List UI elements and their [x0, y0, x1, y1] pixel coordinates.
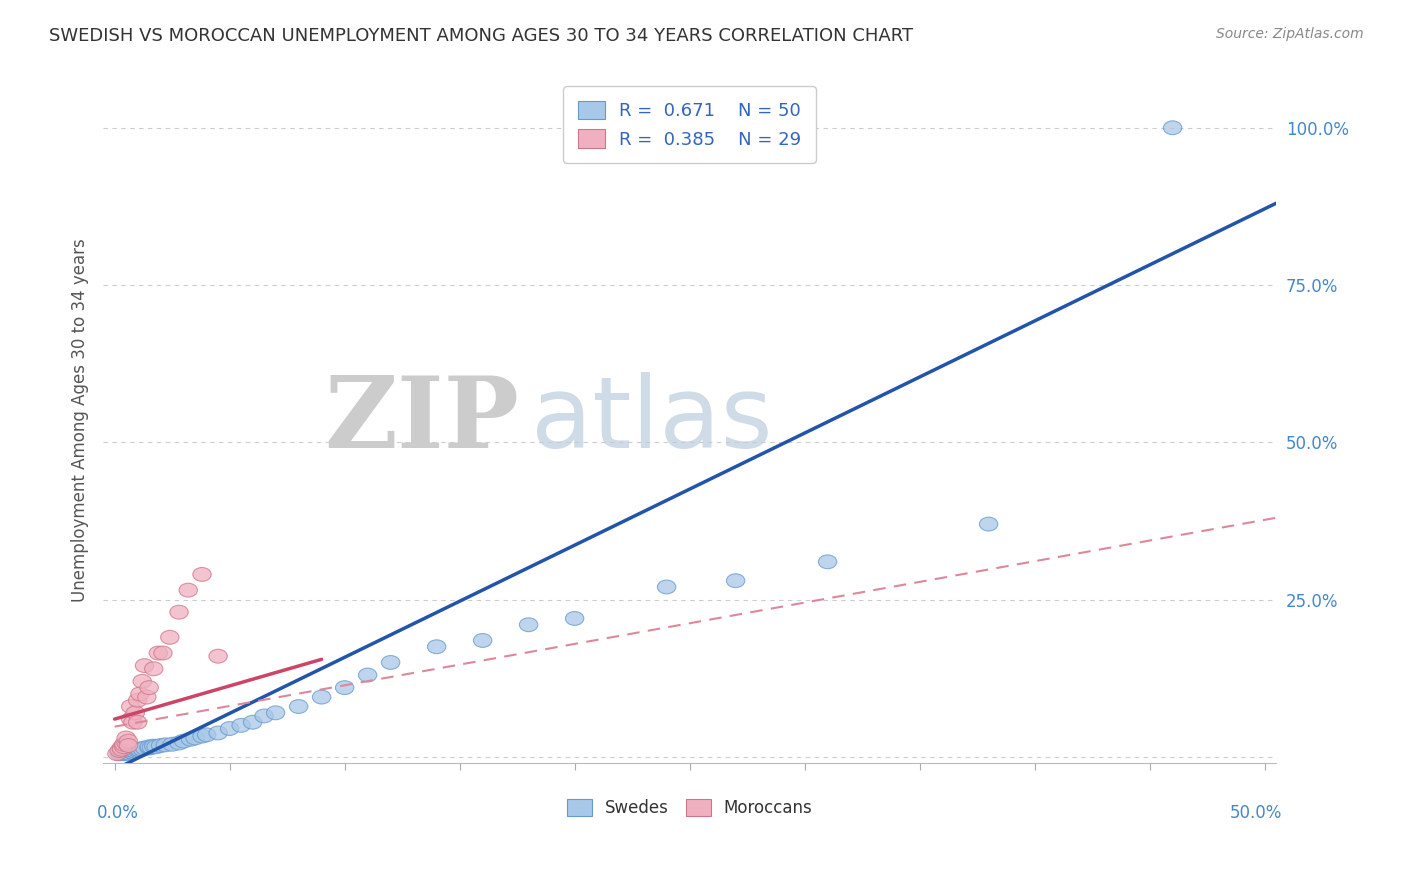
Ellipse shape [134, 742, 152, 756]
Ellipse shape [120, 734, 138, 748]
Ellipse shape [112, 740, 131, 755]
Ellipse shape [117, 731, 135, 745]
Ellipse shape [152, 739, 170, 753]
Ellipse shape [209, 726, 228, 739]
Text: SWEDISH VS MOROCCAN UNEMPLOYMENT AMONG AGES 30 TO 34 YEARS CORRELATION CHART: SWEDISH VS MOROCCAN UNEMPLOYMENT AMONG A… [49, 27, 914, 45]
Ellipse shape [131, 687, 149, 701]
Ellipse shape [117, 746, 135, 760]
Ellipse shape [128, 715, 146, 729]
Ellipse shape [197, 728, 217, 742]
Ellipse shape [141, 739, 159, 754]
Ellipse shape [160, 631, 179, 644]
Ellipse shape [170, 736, 188, 750]
Ellipse shape [266, 706, 285, 720]
Ellipse shape [519, 618, 538, 632]
Ellipse shape [121, 699, 141, 714]
Ellipse shape [980, 517, 998, 531]
Text: ZIP: ZIP [325, 372, 520, 469]
Ellipse shape [138, 690, 156, 704]
Ellipse shape [427, 640, 446, 654]
Ellipse shape [153, 646, 172, 660]
Ellipse shape [117, 745, 135, 759]
Ellipse shape [145, 739, 163, 753]
Ellipse shape [221, 722, 239, 735]
Ellipse shape [145, 662, 163, 675]
Ellipse shape [135, 741, 153, 755]
Ellipse shape [181, 732, 200, 746]
Ellipse shape [193, 567, 211, 582]
Ellipse shape [290, 699, 308, 714]
Ellipse shape [1163, 120, 1182, 135]
Ellipse shape [135, 658, 153, 673]
Y-axis label: Unemployment Among Ages 30 to 34 years: Unemployment Among Ages 30 to 34 years [72, 238, 89, 602]
Ellipse shape [232, 718, 250, 732]
Ellipse shape [124, 746, 142, 759]
Ellipse shape [818, 555, 837, 569]
Ellipse shape [128, 693, 146, 707]
Ellipse shape [336, 681, 354, 695]
Ellipse shape [142, 740, 160, 755]
Ellipse shape [141, 741, 159, 755]
Ellipse shape [110, 744, 128, 757]
Text: atlas: atlas [531, 372, 773, 469]
Ellipse shape [658, 580, 676, 594]
Ellipse shape [141, 681, 159, 695]
Ellipse shape [156, 738, 174, 752]
Ellipse shape [170, 606, 188, 619]
Ellipse shape [115, 739, 134, 754]
Ellipse shape [163, 738, 181, 751]
Ellipse shape [121, 745, 141, 759]
Ellipse shape [149, 646, 167, 660]
Ellipse shape [312, 690, 330, 704]
Ellipse shape [254, 709, 273, 723]
Ellipse shape [128, 744, 146, 757]
Ellipse shape [174, 734, 193, 748]
Ellipse shape [243, 715, 262, 729]
Ellipse shape [381, 656, 399, 669]
Ellipse shape [179, 583, 197, 597]
Ellipse shape [115, 747, 134, 761]
Ellipse shape [117, 736, 135, 750]
Ellipse shape [193, 729, 211, 743]
Ellipse shape [124, 715, 142, 729]
Ellipse shape [108, 747, 127, 761]
Ellipse shape [115, 738, 134, 751]
Ellipse shape [120, 739, 138, 753]
Text: Source: ZipAtlas.com: Source: ZipAtlas.com [1216, 27, 1364, 41]
Ellipse shape [124, 744, 142, 757]
Ellipse shape [146, 739, 166, 754]
Ellipse shape [134, 674, 152, 689]
Text: 0.0%: 0.0% [97, 805, 139, 822]
Ellipse shape [131, 743, 149, 756]
Legend: Swedes, Moroccans: Swedes, Moroccans [560, 792, 820, 823]
Ellipse shape [110, 747, 128, 761]
Ellipse shape [127, 706, 145, 720]
Ellipse shape [727, 574, 745, 588]
Ellipse shape [127, 744, 145, 758]
Ellipse shape [112, 747, 131, 761]
Ellipse shape [121, 712, 141, 726]
Ellipse shape [112, 742, 131, 756]
Ellipse shape [134, 742, 152, 756]
Ellipse shape [209, 649, 228, 663]
Ellipse shape [565, 612, 583, 625]
Ellipse shape [474, 633, 492, 648]
Text: 50.0%: 50.0% [1230, 805, 1282, 822]
Ellipse shape [186, 731, 204, 745]
Ellipse shape [359, 668, 377, 682]
Ellipse shape [128, 742, 146, 756]
Ellipse shape [120, 746, 138, 760]
